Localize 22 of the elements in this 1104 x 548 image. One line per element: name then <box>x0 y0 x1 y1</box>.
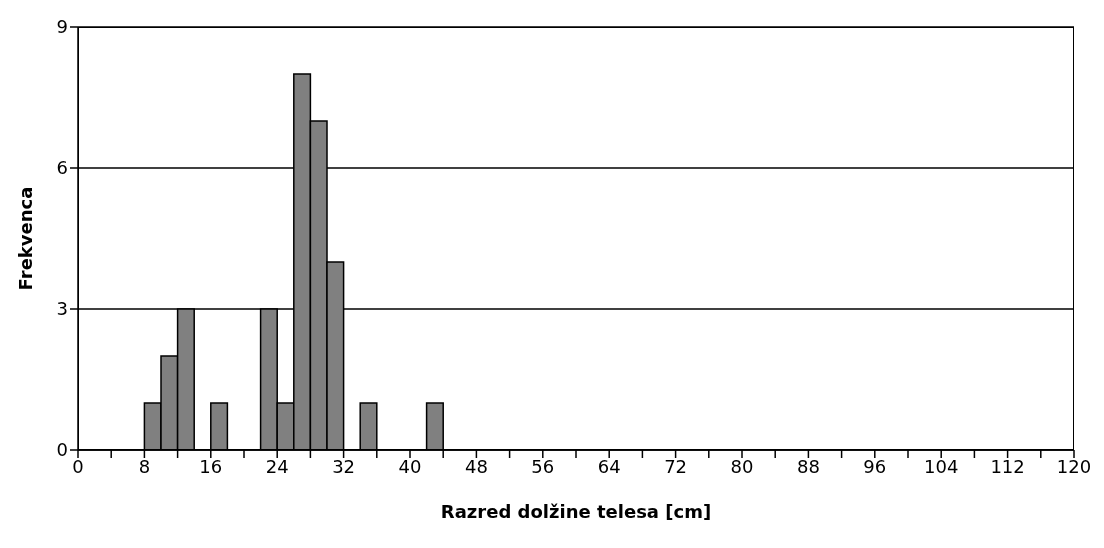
x-tick-label: 56 <box>531 455 555 477</box>
x-tick-label: 72 <box>664 455 688 477</box>
y-axis-title: Frekvenca <box>15 186 37 291</box>
x-tick-label: 120 <box>1056 455 1092 477</box>
x-tick-label: 32 <box>332 455 356 477</box>
x-axis-title: Razred dolžine telesa [cm] <box>440 501 712 522</box>
y-tick-label: 0 <box>56 439 68 461</box>
x-tick-label: 112 <box>990 455 1025 477</box>
x-tick-label: 24 <box>265 455 289 477</box>
x-tick-label: 64 <box>597 455 621 477</box>
y-tick-label: 9 <box>56 16 68 38</box>
x-tick-label: 16 <box>199 455 223 477</box>
x-tick-label: 8 <box>138 455 151 477</box>
x-tick-label: 48 <box>464 455 488 477</box>
y-tick-label: 3 <box>56 298 68 320</box>
x-tick-label: 104 <box>924 455 959 477</box>
x-tick-label: 0 <box>72 455 84 477</box>
x-tick-label: 88 <box>796 455 820 477</box>
x-tick-label: 40 <box>398 455 422 477</box>
x-tick-label: 80 <box>730 455 754 477</box>
x-tick-label: 96 <box>863 455 887 477</box>
y-tick-label: 6 <box>56 157 68 179</box>
